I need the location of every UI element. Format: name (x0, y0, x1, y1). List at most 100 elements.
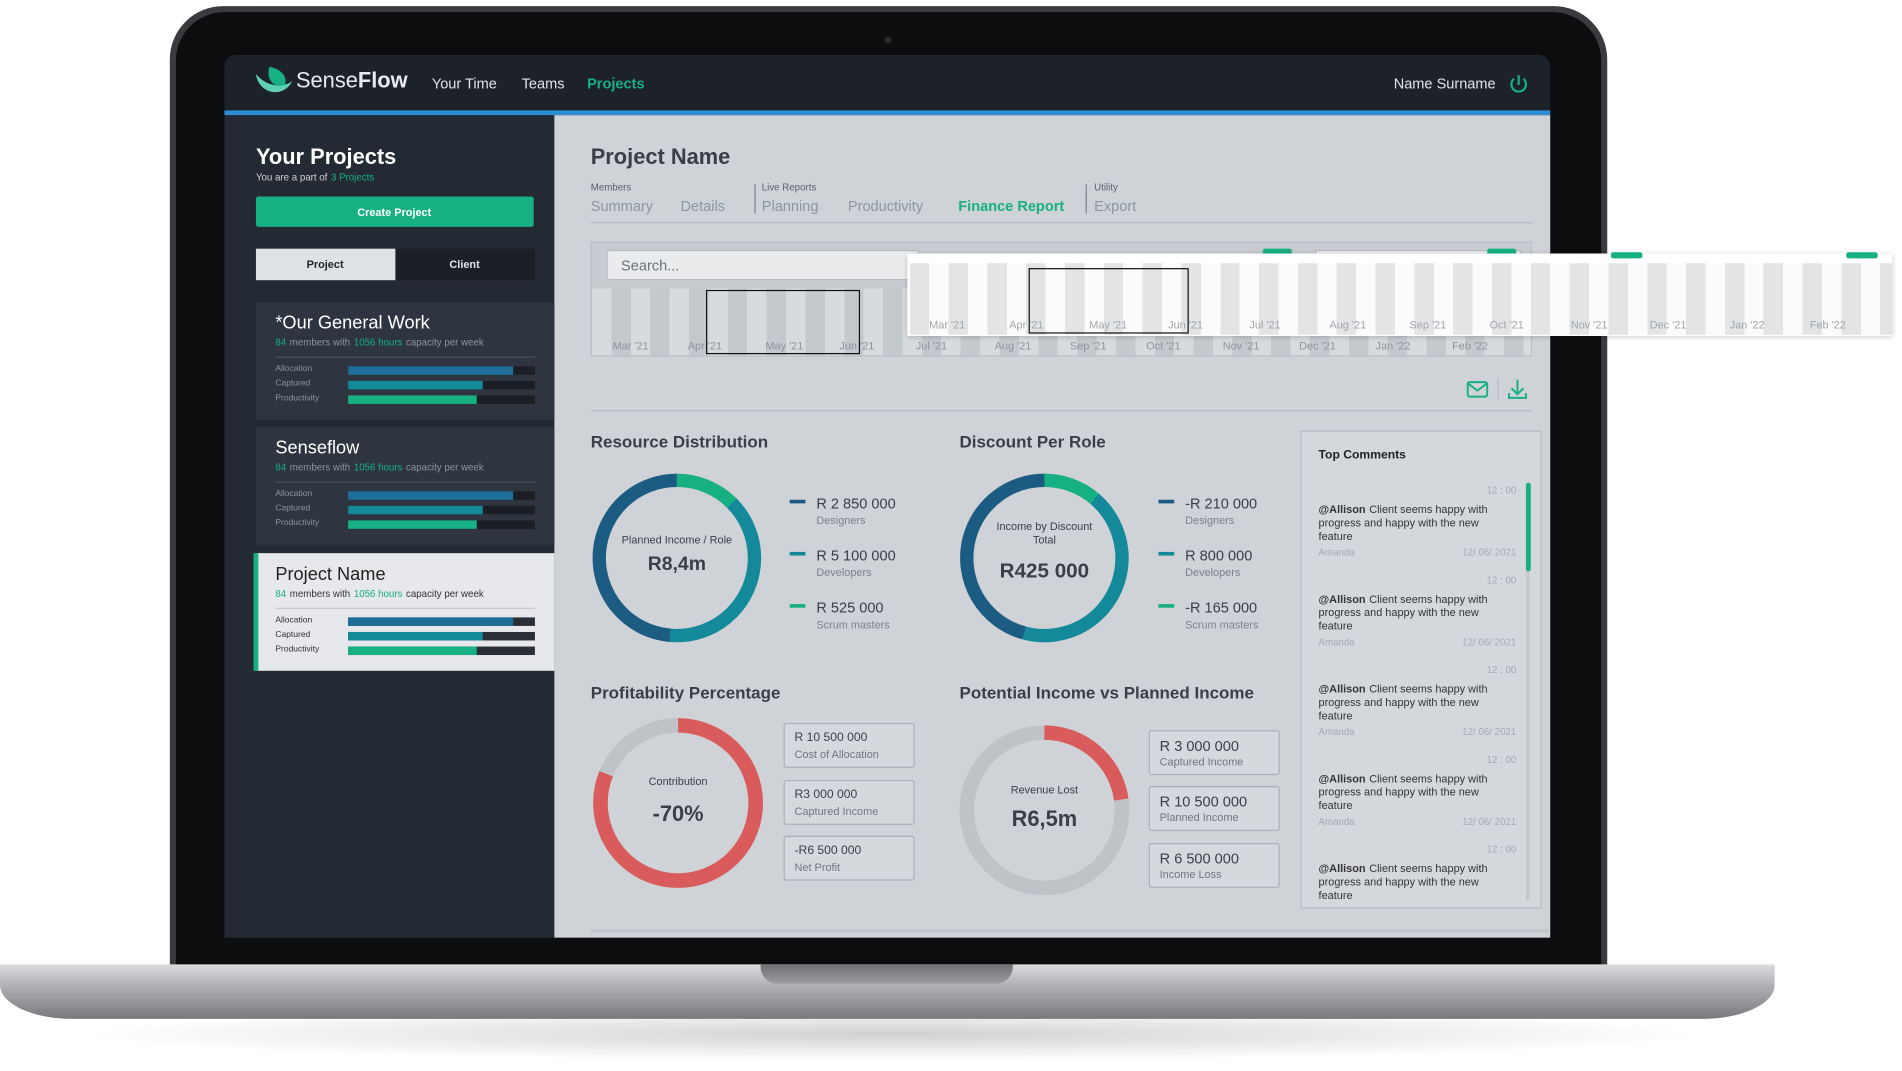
nav-link[interactable]: Projects (587, 74, 645, 92)
comment-date: 12/ 06/ 2021 (1462, 726, 1517, 738)
card-divider (275, 481, 535, 483)
zoom-month: Oct '21 (1489, 318, 1524, 331)
report-tab[interactable]: Summary (590, 197, 654, 215)
brand-part: Sense (295, 68, 358, 93)
legend-amount: -R 165 000 (1185, 598, 1258, 616)
stat-amount: R 3 000 000 (1159, 737, 1239, 755)
timeline-month: May '21 (765, 339, 804, 352)
report-tab[interactable]: Productivity (847, 197, 924, 215)
donut-label: Income by Discount Total (996, 519, 1093, 546)
tab-separator (754, 184, 756, 214)
nav-accent-line (224, 110, 1551, 116)
comment-date: 12/ 06/ 2021 (1462, 637, 1517, 648)
zoom-month: Feb '22 (1809, 318, 1846, 331)
card-title: Discount Per Role (959, 431, 1106, 451)
comment-body: Client seems happy with progress and hap… (1318, 772, 1488, 812)
project-name: Senseflow (275, 437, 360, 459)
nav-link[interactable]: Teams (521, 74, 565, 92)
metric-label: Productivity (275, 518, 320, 528)
timeline-selection[interactable] (705, 289, 861, 355)
tab-client[interactable] (395, 248, 535, 281)
create-project-label: Create Project (357, 205, 432, 218)
active-indicator (253, 553, 259, 671)
zoom-month: Apr '21 (1009, 318, 1044, 331)
legend-role: Scrum masters (816, 618, 890, 631)
stat-amount: R 6 500 000 (1159, 850, 1239, 868)
sidebar-title: Your Projects (255, 144, 397, 169)
comments-title: Top Comments (1318, 448, 1406, 463)
timeline-month: Aug '21 (994, 339, 1032, 352)
comment-time: 12 : 00 (1486, 754, 1517, 766)
comment-name: Amanda (1318, 547, 1355, 559)
comment-time: 12 : 00 (1486, 844, 1517, 856)
stat-box (1148, 730, 1280, 776)
progress-bar (348, 631, 483, 641)
comments-panel: Top Comments 12 : 00 @Allison Client seems … (1300, 430, 1542, 909)
tabs-divider (590, 221, 1533, 224)
summary-part: capacity per week (406, 588, 484, 600)
stat-box (783, 779, 915, 825)
summary-part: 84 (275, 462, 287, 474)
camera (884, 36, 892, 44)
create-project-button[interactable] (255, 196, 534, 227)
section-divider (590, 409, 1533, 412)
comment-text: @Allison Client seems happy with progress… (1319, 503, 1499, 543)
tab-label: Client (449, 257, 480, 271)
metric-label: Captured (275, 504, 311, 513)
search-input[interactable] (606, 249, 920, 281)
card-divider (275, 356, 535, 358)
comment-body: Client seems happy with progress and hap… (1318, 682, 1488, 722)
stat-box (1148, 843, 1280, 888)
stat-label: Captured Income (794, 804, 879, 818)
user-name: Name Surname (1393, 74, 1496, 92)
stat-amount: R 10 500 000 (794, 731, 868, 745)
project-summary: 84 members with 1056 hours capacity per wee… (275, 462, 483, 474)
subtitle-text: You are a part of (255, 172, 328, 184)
progress-bar (348, 491, 514, 500)
report-tab[interactable]: Export (1094, 197, 1137, 215)
metric-label: Allocation (275, 364, 313, 374)
progress-bar (348, 617, 514, 626)
timeline-month: Jan '22 (1375, 339, 1411, 352)
legend-dash (789, 551, 806, 556)
donut-value: -70% (652, 802, 704, 827)
navbar (224, 54, 1551, 113)
project-summary: 84 members with 1056 hours capacity per wee… (275, 337, 483, 349)
card-title: Profitability Percentage (590, 682, 781, 702)
stat-amount: R3 000 000 (794, 788, 858, 802)
project-name: *Our General Work (275, 312, 430, 334)
comment-date: 12/ 06/ 2021 (1462, 547, 1517, 559)
comment-text: @Allison Client seems happy with progress… (1319, 683, 1499, 723)
report-tab[interactable]: Details (680, 197, 726, 215)
zoom-month: Dec '21 (1649, 318, 1687, 331)
zoom-month: Mar '21 (929, 318, 966, 331)
comment-time: 12 : 00 (1486, 664, 1517, 676)
summary-part: 84 (275, 588, 287, 600)
comment-name: Amanda (1319, 906, 1355, 907)
legend-role: Designers (1185, 513, 1235, 526)
report-tab[interactable]: Finance Report (958, 197, 1065, 215)
legend-role: Scrum masters (1185, 618, 1259, 631)
bottom-card-edge (590, 929, 1550, 933)
progress-bar (348, 646, 477, 656)
stat-label: Planned Income (1159, 811, 1239, 824)
report-tab[interactable]: Planning (761, 197, 819, 215)
timeline-month: Sep '21 (1069, 339, 1107, 352)
summary-part: 84 (275, 337, 287, 349)
zoom-selection[interactable] (1028, 268, 1189, 334)
zoom-month: May '21 (1089, 318, 1128, 331)
tab-label: Project (306, 257, 344, 271)
tab-project[interactable] (255, 248, 396, 281)
summary-part: capacity per week (406, 337, 484, 349)
scroll-thumb[interactable] (1525, 482, 1531, 572)
legend-dash (789, 499, 806, 504)
comment-author: @Allison (1318, 593, 1366, 606)
stat-label: Net Profit (794, 860, 841, 873)
timeline-month: Apr '21 (687, 339, 723, 352)
subtitle-count: 3 Projects (330, 172, 375, 184)
nav-link[interactable]: Your Time (431, 74, 497, 92)
donut-value: R425 000 (999, 558, 1090, 582)
stat-box (783, 722, 915, 768)
summary-part: capacity per week (406, 462, 484, 474)
timeline-month: Jul '21 (915, 339, 948, 352)
